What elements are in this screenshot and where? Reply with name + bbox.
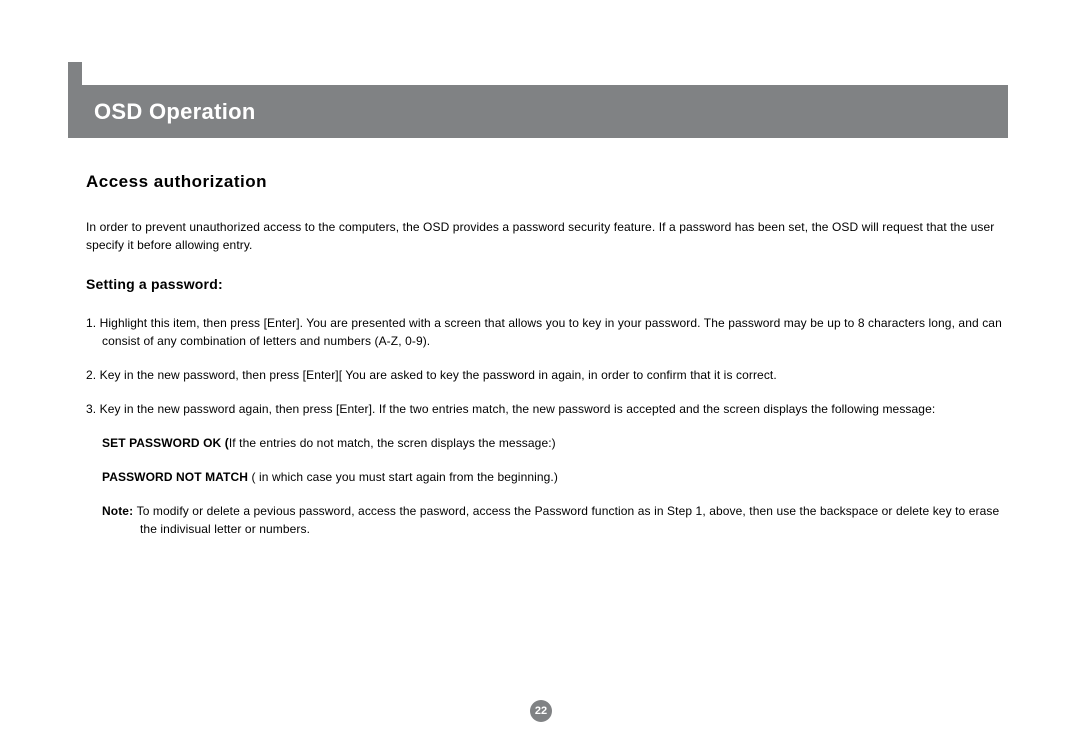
message-not-match: PASSWORD NOT MATCH ( in which case you m…: [86, 468, 1006, 486]
list-item-3: 3. Key in the new password again, then p…: [86, 400, 1006, 418]
subsection-title: Setting a password:: [86, 276, 1006, 292]
message-ok-label: SET PASSWORD OK (: [102, 436, 229, 450]
message-ok-text: If the entries do not match, the scren d…: [229, 436, 556, 450]
page-number-badge: 22: [530, 700, 552, 722]
message-not-match-label: PASSWORD NOT MATCH: [102, 470, 251, 484]
message-not-match-text: ( in which case you must start again fro…: [251, 470, 558, 484]
page-number: 22: [535, 705, 547, 717]
header-bar: OSD Operation: [68, 85, 1008, 138]
list-item-1: 1. Highlight this item, then press [Ente…: [86, 314, 1006, 350]
section-title: Access authorization: [86, 172, 1006, 192]
note-body: To modify or delete a pevious password, …: [137, 504, 1000, 536]
list-item-2: 2. Key in the new password, then press […: [86, 366, 1006, 384]
intro-paragraph: In order to prevent unauthorized access …: [86, 218, 1006, 254]
message-ok: SET PASSWORD OK (If the entries do not m…: [86, 434, 1006, 452]
note-paragraph: Note: To modify or delete a pevious pass…: [86, 502, 1006, 538]
note-label: Note:: [102, 504, 137, 518]
header-title: OSD Operation: [94, 99, 256, 125]
content-area: Access authorization In order to prevent…: [86, 172, 1006, 538]
